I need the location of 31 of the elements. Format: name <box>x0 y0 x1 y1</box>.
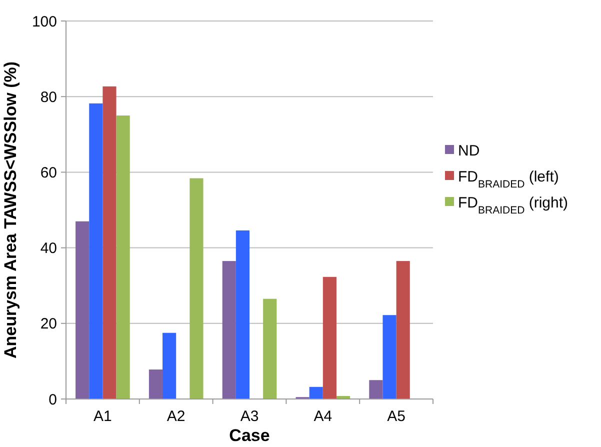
x-tick-label: A4 <box>314 408 332 425</box>
y-tick-label: 40 <box>40 240 57 258</box>
bar <box>190 178 204 399</box>
bar <box>116 116 130 399</box>
bar <box>222 261 236 399</box>
bar <box>263 298 277 399</box>
bar <box>396 261 410 399</box>
y-tick-label: 20 <box>40 316 57 333</box>
y-tick-label: 60 <box>40 164 57 182</box>
x-axis-title: Case <box>229 426 270 445</box>
y-tick-label: 80 <box>40 88 57 106</box>
bar <box>162 332 176 399</box>
legend-label: FD$_{BRAIDED}$ (right) <box>458 194 568 216</box>
x-tick-label: A1 <box>94 408 112 425</box>
bar <box>382 315 396 399</box>
legend-label: FD$_{BRAIDED}$ (left) <box>458 168 559 190</box>
bar <box>89 103 103 399</box>
y-tick-label: 100 <box>32 13 57 30</box>
x-tick-label: A5 <box>387 408 406 425</box>
bar <box>76 221 90 399</box>
y-axis-title: Aneurysm Area TAWSS<WSSlow (%) <box>1 61 20 359</box>
bar <box>369 380 383 399</box>
bar <box>102 86 116 399</box>
x-tick-label: A2 <box>166 408 186 425</box>
legend-label: ND <box>458 142 480 160</box>
bar <box>309 386 323 399</box>
bar <box>236 230 250 399</box>
y-tick-label: 0 <box>48 391 57 408</box>
bar <box>148 370 163 399</box>
x-tick-label: A3 <box>240 408 259 425</box>
bar <box>322 276 336 399</box>
